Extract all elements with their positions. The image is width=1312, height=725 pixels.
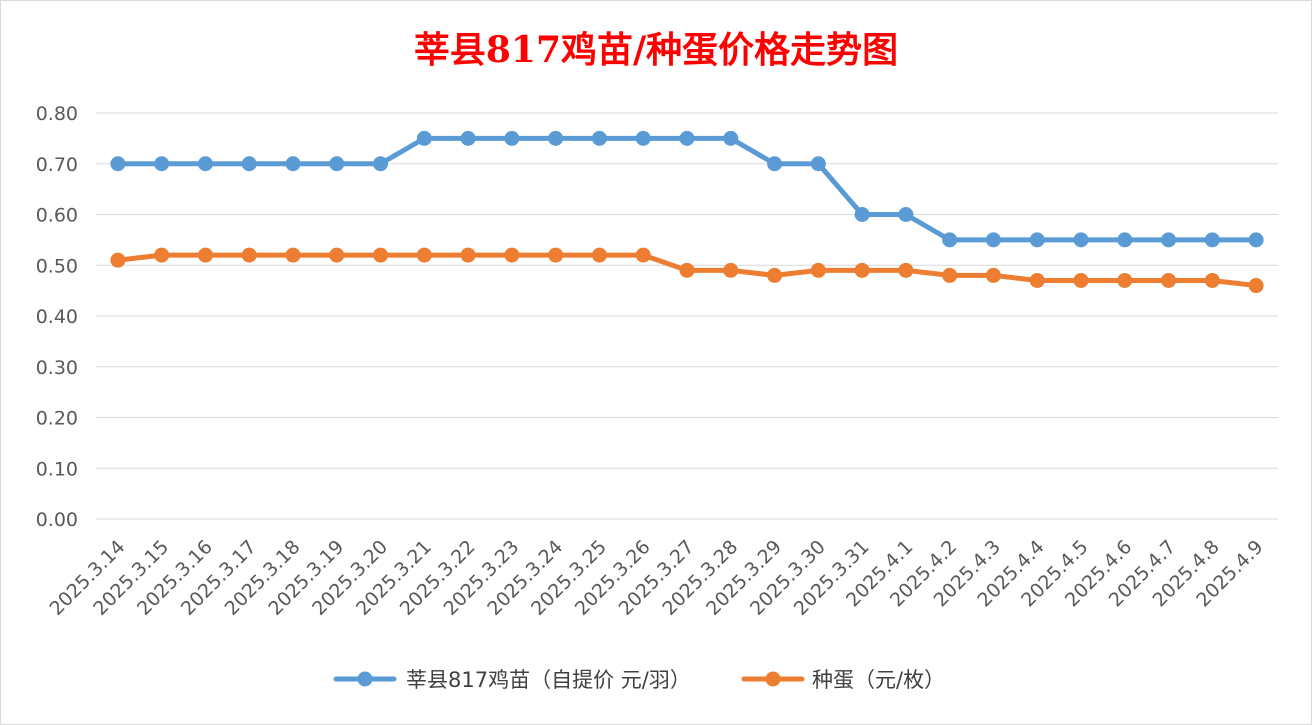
legend-swatch-marker: [765, 671, 781, 687]
data-point: [197, 156, 213, 172]
legend-label: 种蛋（元/枚）: [812, 668, 945, 692]
data-point: [285, 247, 301, 263]
data-point: [1073, 232, 1089, 248]
data-point: [635, 130, 651, 146]
data-point: [504, 130, 520, 146]
data-point: [416, 130, 432, 146]
data-point: [1248, 232, 1264, 248]
data-point: [110, 156, 126, 172]
data-point: [635, 247, 651, 263]
legend-swatch-marker: [357, 671, 373, 687]
data-point: [416, 247, 432, 263]
legend-label: 莘县817鸡苗（自提价 元/羽）: [406, 668, 691, 692]
data-point: [767, 267, 783, 283]
data-point: [241, 156, 257, 172]
y-tick-label: 0.50: [36, 255, 78, 277]
data-point: [110, 252, 126, 268]
y-tick-label: 0.70: [36, 154, 78, 176]
series-1: [110, 130, 1264, 248]
chart-title: 莘县817鸡苗/种蛋价格走势图: [414, 29, 898, 71]
legend: 莘县817鸡苗（自提价 元/羽） 种蛋（元/枚）: [333, 668, 945, 692]
y-tick-label: 0.80: [36, 103, 78, 125]
data-point: [898, 207, 914, 222]
data-point: [810, 262, 826, 278]
y-tick-label: 0.00: [36, 509, 78, 531]
data-point: [985, 267, 1001, 283]
legend-item: 种蛋（元/枚）: [741, 668, 945, 692]
data-point: [942, 232, 958, 248]
data-point: [1161, 272, 1177, 288]
data-point: [1204, 232, 1220, 248]
data-point: [767, 156, 783, 172]
data-point: [329, 156, 345, 172]
data-point: [154, 156, 170, 172]
data-point: [942, 267, 958, 283]
data-point: [854, 262, 870, 278]
data-point: [679, 262, 695, 278]
data-point: [591, 247, 607, 263]
data-point: [1204, 272, 1220, 288]
data-point: [460, 247, 476, 263]
data-point: [723, 262, 739, 278]
y-tick-label: 0.10: [36, 458, 78, 480]
data-point: [1073, 272, 1089, 288]
y-tick-label: 0.60: [36, 205, 78, 227]
data-point: [898, 262, 914, 278]
series-lines: [110, 130, 1264, 294]
data-point: [1117, 232, 1133, 248]
data-point: [285, 156, 301, 172]
data-point: [591, 130, 607, 146]
data-point: [504, 247, 520, 263]
data-point: [460, 130, 476, 146]
data-point: [723, 130, 739, 146]
data-point: [1029, 272, 1045, 288]
data-point: [1161, 232, 1177, 248]
data-point: [548, 247, 564, 263]
data-point: [985, 232, 1001, 248]
legend-item: 莘县817鸡苗（自提价 元/羽）: [333, 668, 691, 692]
y-tick-label: 0.30: [36, 357, 78, 379]
data-point: [1029, 232, 1045, 248]
data-point: [854, 207, 870, 222]
data-point: [329, 247, 345, 263]
data-point: [197, 247, 213, 263]
series-2: [110, 247, 1264, 294]
y-tick-label: 0.40: [36, 306, 78, 328]
y-tick-label: 0.20: [36, 408, 78, 430]
data-point: [154, 247, 170, 263]
data-point: [373, 247, 389, 263]
data-point: [373, 156, 389, 172]
data-point: [1248, 278, 1264, 294]
data-point: [810, 156, 826, 172]
data-point: [241, 247, 257, 263]
data-point: [548, 130, 564, 146]
y-axis-ticks: 0.00 0.10 0.20 0.30 0.40 0.50 0.60 0.70 0.80: [36, 103, 78, 531]
data-point: [679, 130, 695, 146]
data-point: [1117, 272, 1133, 288]
